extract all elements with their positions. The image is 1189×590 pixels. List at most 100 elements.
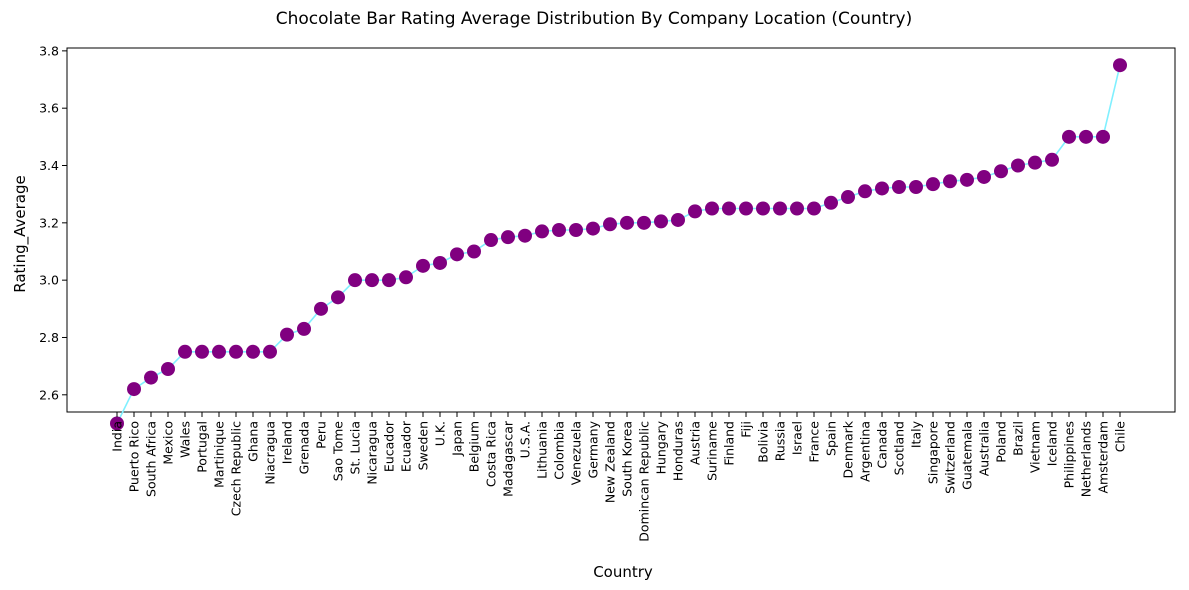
x-tick-label-czech-republic: Czech Republic (229, 421, 244, 516)
data-point-spain (824, 195, 838, 210)
x-tick-label-mexico: Mexico (161, 421, 176, 465)
data-point-u-k- (433, 255, 447, 270)
x-tick-label-nicaragua: Nicaragua (365, 421, 380, 485)
x-tick-label-venezuela: Venezuela (569, 421, 584, 485)
data-point-scotland (892, 180, 906, 195)
x-tick-label-wales: Wales (178, 421, 193, 458)
data-point-colombia (552, 223, 566, 237)
plot-frame (66, 47, 1176, 413)
data-point-grenada (297, 321, 311, 336)
data-point-eucador (382, 273, 396, 288)
x-tick-label-grenada: Grenada (297, 421, 312, 474)
x-tick-label-amsterdam: Amsterdam (1096, 421, 1111, 494)
x-tick-label-suriname: Suriname (705, 421, 720, 481)
x-tick-label-ireland: Ireland (280, 421, 295, 464)
data-point-honduras (671, 212, 685, 227)
data-point-martinique (212, 344, 226, 359)
series-marker-layer (110, 58, 1127, 431)
x-tick-label-italy: Italy (909, 420, 924, 448)
x-tick-label-japan: Japan (450, 421, 465, 457)
x-tick-label-switzerland: Switzerland (943, 421, 958, 494)
data-point-finland (722, 201, 736, 216)
y-tick-label: 3.6 (39, 101, 59, 116)
y-tick-label: 2.6 (39, 387, 59, 402)
data-point-belgium (467, 244, 481, 259)
x-tick-label-ghana: Ghana (246, 421, 261, 462)
data-point-south-korea (620, 215, 634, 230)
x-tick-label-madagascar: Madagascar (501, 420, 516, 497)
x-tick-label-guatemala: Guatemala (960, 421, 975, 490)
x-tick-label-poland: Poland (994, 421, 1009, 463)
x-tick-label-st-lucia: St. Lucia (348, 421, 363, 474)
data-point-germany (586, 221, 600, 236)
data-point-netherlands (1079, 129, 1093, 144)
x-tick-label-belgium: Belgium (467, 421, 482, 472)
x-tick-label-portugal: Portugal (195, 421, 210, 473)
x-tick-label-fiji: Fiji (739, 421, 754, 438)
data-point-austria (688, 204, 702, 219)
x-tick-label-sao-tome: Sao Tome (331, 421, 346, 482)
data-point-france (807, 201, 821, 216)
plot-area (66, 47, 1176, 413)
x-tick-label-netherlands: Netherlands (1079, 421, 1094, 497)
data-point-czech-republic (229, 344, 243, 359)
x-tick-label-iceland: Iceland (1045, 421, 1060, 466)
x-tick-label-puerto-rico: Puerto Rico (127, 421, 142, 492)
data-point-denmark (841, 190, 855, 205)
y-tick-label: 3.0 (39, 273, 59, 288)
data-point-iceland (1045, 152, 1059, 167)
data-point-costa-rica (484, 233, 498, 248)
x-tick-label-denmark: Denmark (841, 420, 856, 478)
data-point-hungary (654, 214, 668, 229)
data-point-nicaragua (365, 273, 379, 288)
x-tick-label-israel: Israel (790, 421, 805, 455)
data-point-bolivia (756, 201, 770, 216)
data-point-philippines (1062, 129, 1076, 144)
x-tick-label-australia: Australia (977, 421, 992, 476)
x-tick-label-hungary: Hungary (654, 420, 669, 474)
x-tick-label-u-s-a-: U.S.A. (518, 421, 533, 458)
x-tick-label-sweden: Sweden (416, 421, 431, 470)
data-point-russia (773, 201, 787, 216)
x-tick-label-colombia: Colombia (552, 421, 567, 480)
data-point-israel (790, 201, 804, 216)
y-axis-label: Rating_Average (11, 175, 30, 292)
data-point-u-s-a- (518, 228, 532, 243)
x-axis-label: Country (593, 563, 653, 581)
data-point-suriname (705, 201, 719, 216)
x-tick-label-india: India (110, 421, 125, 452)
data-point-fiji (739, 201, 753, 216)
data-point-ecuador (399, 270, 413, 285)
x-tick-label-spain: Spain (824, 421, 839, 456)
x-tick-label-u-k-: U.K. (433, 421, 448, 446)
y-tick-label: 3.8 (39, 43, 59, 58)
data-point-wales (178, 344, 192, 359)
x-tick-label-costa-rica: Costa Rica (484, 421, 499, 487)
x-tick-label-domincan-republic: Domincan Republic (637, 421, 652, 542)
y-axis: 2.6 2.8 3.0 3.2 3.4 3.6 3.8 (39, 43, 67, 402)
data-point-sweden (416, 258, 430, 273)
series-line (116, 65, 1121, 424)
x-tick-label-finland: Finland (722, 421, 737, 466)
data-point-argentina (858, 184, 872, 199)
x-tick-label-brazil: Brazil (1011, 421, 1026, 456)
series-line-layer (116, 65, 1121, 424)
data-point-mexico (161, 362, 175, 377)
data-point-st-lucia (348, 273, 362, 288)
data-point-south-africa (144, 370, 158, 385)
x-tick-label-germany: Germany (586, 420, 601, 478)
data-point-guatemala (960, 172, 974, 187)
x-tick-label-austria: Austria (688, 421, 703, 465)
x-tick-label-argentina: Argentina (858, 421, 873, 482)
x-tick-label-vietnam: Vietnam (1028, 421, 1043, 473)
data-point-new-zealand (603, 217, 617, 232)
data-point-poland (994, 164, 1008, 179)
x-tick-label-bolivia: Bolivia (756, 421, 771, 463)
x-tick-label-south-korea: South Korea (620, 421, 635, 497)
data-point-ireland (280, 327, 294, 342)
data-point-singapore (926, 177, 940, 192)
x-tick-label-niacragua: Niacragua (263, 421, 278, 485)
x-tick-label-scotland: Scotland (892, 421, 907, 475)
data-point-lithuania (535, 224, 549, 239)
